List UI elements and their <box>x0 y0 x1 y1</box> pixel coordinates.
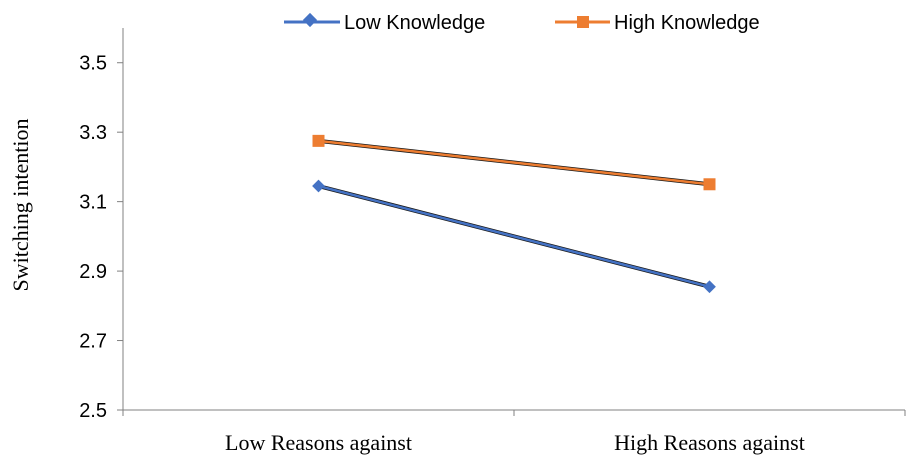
data-point-diamond <box>312 179 325 193</box>
series-line-low-knowledge <box>318 184 710 288</box>
x-categories: Low Reasons against High Reasons against <box>122 410 906 455</box>
legend-label-low-knowledge: Low Knowledge <box>344 12 485 34</box>
y-axis-title: Switching intention <box>8 119 33 292</box>
x-category-label: High Reasons against <box>614 430 805 455</box>
y-tick-label: 3.1 <box>79 192 107 214</box>
y-ticks: 2.5 2.7 2.9 3.1 3.3 3.5 <box>79 53 123 422</box>
data-point-diamond <box>703 280 716 294</box>
series-line-high-knowledge <box>318 139 710 186</box>
y-tick-label: 2.7 <box>79 331 107 353</box>
legend-square-marker <box>577 16 589 28</box>
y-tick-label: 2.9 <box>79 261 107 283</box>
data-point-square <box>703 178 716 191</box>
legend-item-low-knowledge: Low Knowledge <box>284 12 485 34</box>
y-tick-label: 3.5 <box>79 53 107 75</box>
series-layer <box>312 134 716 294</box>
legend-diamond-marker <box>302 12 318 28</box>
legend: Low Knowledge High Knowledge <box>284 12 760 34</box>
legend-label-high-knowledge: High Knowledge <box>614 12 760 34</box>
legend-item-high-knowledge: High Knowledge <box>555 12 760 34</box>
y-tick-label: 2.5 <box>79 400 107 422</box>
data-point-square <box>312 134 325 147</box>
y-tick-label: 3.3 <box>79 122 107 144</box>
x-category-label: Low Reasons against <box>225 430 412 455</box>
